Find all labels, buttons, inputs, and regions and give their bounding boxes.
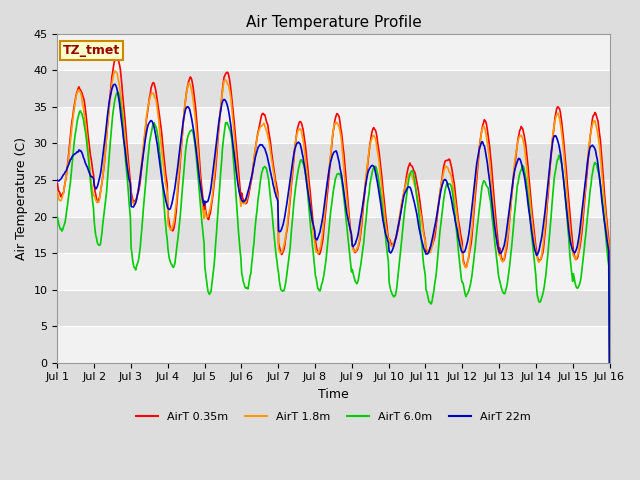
Line: AirT 0.35m: AirT 0.35m — [58, 57, 609, 362]
AirT 6.0m — [63, 203, 71, 209]
AirT 6.0m — [417, 238, 425, 243]
AirT 22m — [121, 146, 129, 152]
Text: TZ_tmet: TZ_tmet — [63, 44, 120, 57]
AirT 22m — [417, 236, 425, 242]
Legend: AirT 0.35m, AirT 1.8m, AirT 6.0m, AirT 22m: AirT 0.35m, AirT 1.8m, AirT 6.0m, AirT 2… — [132, 408, 535, 427]
AirT 0.35m — [113, 54, 120, 60]
Title: Air Temperature Profile: Air Temperature Profile — [246, 15, 421, 30]
Bar — [58, 107, 609, 144]
Bar — [58, 253, 609, 289]
AirT 0.35m — [63, 164, 71, 170]
AirT 1.8m — [54, 189, 61, 195]
AirT 6.0m — [177, 203, 185, 209]
AirT 6.0m — [605, 360, 613, 366]
Line: AirT 1.8m: AirT 1.8m — [58, 71, 609, 363]
AirT 22m — [54, 178, 61, 183]
AirT 1.8m — [177, 146, 185, 152]
AirT 0.35m — [121, 117, 129, 122]
AirT 6.0m — [114, 90, 122, 96]
AirT 1.8m — [417, 216, 425, 222]
X-axis label: Time: Time — [318, 388, 349, 401]
Bar — [58, 289, 609, 326]
AirT 0.35m — [206, 211, 214, 216]
Bar — [58, 326, 609, 362]
AirT 1.8m — [401, 184, 409, 190]
AirT 1.8m — [111, 68, 119, 74]
AirT 22m — [206, 189, 214, 195]
Bar — [58, 180, 609, 216]
AirT 6.0m — [54, 214, 61, 220]
AirT 22m — [605, 362, 613, 368]
Y-axis label: Air Temperature (C): Air Temperature (C) — [15, 137, 28, 260]
Line: AirT 22m: AirT 22m — [58, 84, 609, 365]
AirT 1.8m — [63, 164, 71, 169]
AirT 22m — [63, 165, 71, 170]
AirT 0.35m — [177, 149, 185, 155]
AirT 0.35m — [605, 360, 613, 365]
AirT 1.8m — [121, 132, 129, 138]
AirT 6.0m — [401, 203, 409, 209]
Bar — [58, 216, 609, 253]
AirT 1.8m — [605, 360, 613, 366]
AirT 0.35m — [54, 180, 61, 186]
AirT 6.0m — [206, 290, 214, 296]
AirT 0.35m — [401, 182, 409, 188]
AirT 22m — [177, 136, 185, 142]
Bar — [58, 71, 609, 107]
Bar — [58, 144, 609, 180]
AirT 0.35m — [417, 211, 425, 216]
AirT 6.0m — [121, 150, 129, 156]
Line: AirT 6.0m: AirT 6.0m — [58, 93, 609, 363]
Bar — [58, 34, 609, 71]
AirT 22m — [111, 81, 119, 87]
AirT 1.8m — [206, 205, 214, 211]
AirT 22m — [401, 189, 409, 195]
